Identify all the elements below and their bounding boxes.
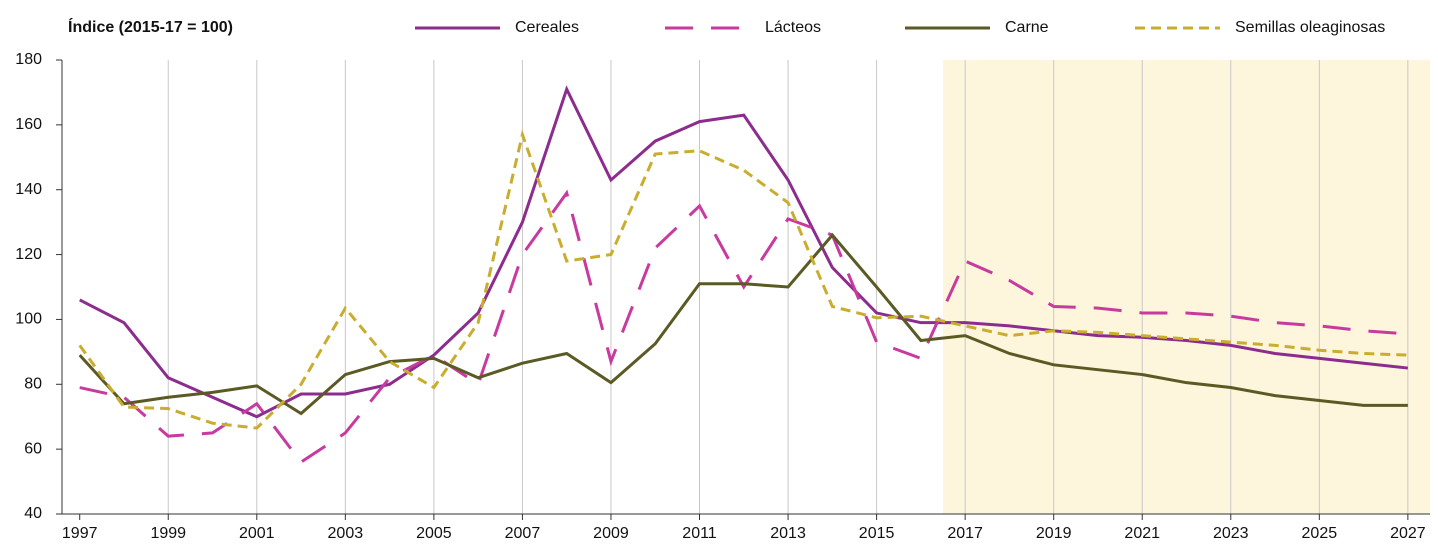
legend-label: Lácteos [765,19,821,36]
x-tick-label: 2027 [1390,525,1426,542]
series-line [78,232,1408,416]
y-axis-title: Índice (2015-17 = 100) [68,17,233,36]
series-line [79,189,1408,465]
x-tick-label: 2023 [1213,525,1249,542]
x-tick-label: 2011 [682,525,717,542]
legend-label: Carne [1005,19,1049,36]
x-tick-label: 2013 [770,525,806,542]
y-tick-label: 40 [24,505,42,522]
series-line [79,85,1409,419]
y-tick-label: 120 [15,246,42,263]
x-tick-label: 2003 [328,525,364,542]
x-tick-label: 1999 [150,525,186,542]
y-tick-label: 160 [15,116,42,133]
y-tick-label: 80 [24,376,42,393]
series-line [78,129,1408,430]
projection-shade [943,60,1430,514]
x-tick-label: 2021 [1124,525,1160,542]
x-tick-label: 2005 [416,525,452,542]
y-tick-label: 60 [24,440,42,457]
legend-label: Cereales [515,19,579,36]
x-tick-label: 2019 [1036,525,1072,542]
x-tick-label: 2001 [239,525,275,542]
x-tick-label: 2017 [947,525,983,542]
y-tick-label: 140 [15,181,42,198]
y-tick-label: 180 [15,51,42,68]
x-tick-label: 1997 [62,525,98,542]
legend-label: Semillas oleaginosas [1235,19,1385,36]
y-tick-label: 100 [15,311,42,328]
x-tick-label: 2007 [505,525,541,542]
x-tick-label: 2025 [1302,525,1338,542]
x-tick-label: 2009 [593,525,629,542]
x-tick-label: 2015 [859,525,895,542]
